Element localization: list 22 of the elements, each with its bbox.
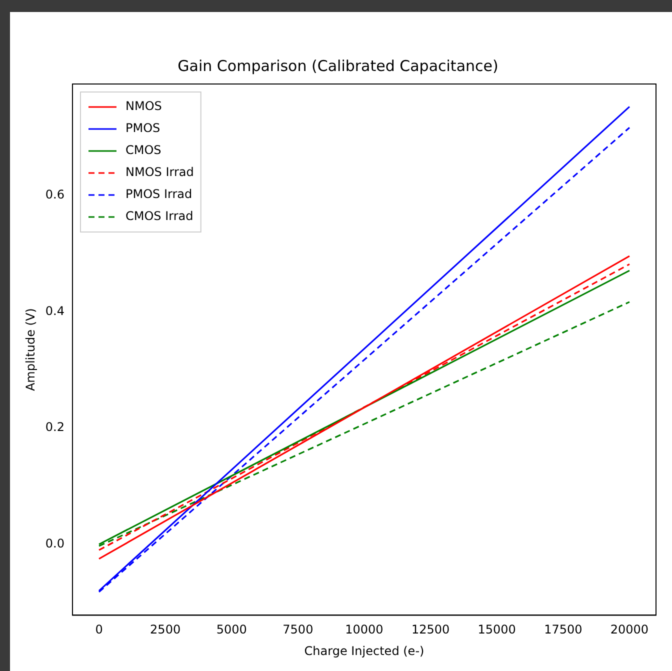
legend-label: CMOS Irrad bbox=[125, 209, 194, 224]
y-axis-title: Amplitude (V) bbox=[23, 308, 38, 392]
x-tick-label: 0 bbox=[95, 622, 103, 637]
legend-label: PMOS bbox=[125, 121, 160, 136]
y-tick-label: 0.6 bbox=[45, 188, 64, 202]
x-tick-label: 5000 bbox=[216, 622, 247, 637]
chart-title: Gain Comparison (Calibrated Capacitance) bbox=[178, 56, 498, 75]
legend-label: PMOS Irrad bbox=[125, 187, 192, 202]
x-tick-label: 20000 bbox=[610, 622, 649, 637]
legend-label: NMOS bbox=[125, 99, 162, 114]
x-tick-label: 2500 bbox=[150, 622, 181, 637]
x-tick-label: 7500 bbox=[282, 622, 314, 637]
x-tick-label: 12500 bbox=[411, 622, 450, 637]
x-axis-title: Charge Injected (e-) bbox=[304, 644, 424, 658]
x-tick-label: 17500 bbox=[544, 622, 582, 637]
x-tick-label: 15000 bbox=[478, 622, 516, 637]
legend-label: NMOS Irrad bbox=[125, 165, 194, 180]
y-tick-label: 0.2 bbox=[45, 420, 64, 434]
y-tick-label: 0.4 bbox=[45, 304, 64, 318]
y-tick-label: 0.0 bbox=[45, 536, 64, 550]
legend-label: CMOS bbox=[125, 143, 162, 158]
x-tick-label: 10000 bbox=[345, 622, 384, 637]
